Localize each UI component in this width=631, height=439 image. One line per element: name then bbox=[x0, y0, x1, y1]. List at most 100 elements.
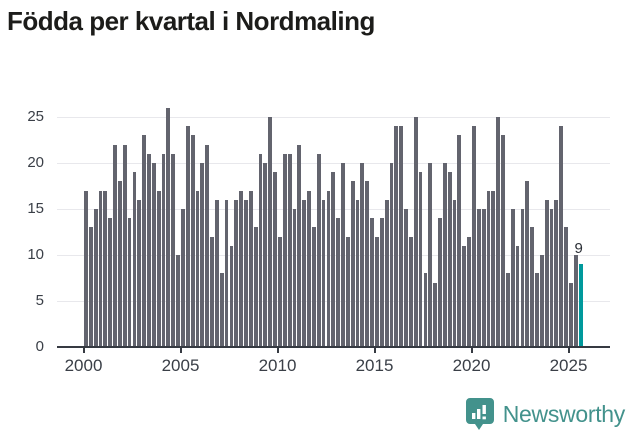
bar-2018-q4 bbox=[447, 172, 452, 347]
bar-2015-q1 bbox=[375, 236, 379, 347]
gridline-25 bbox=[57, 117, 610, 118]
bar-2019-q3 bbox=[462, 245, 467, 347]
y-axis-tick-label: 10 bbox=[27, 246, 44, 263]
bar-2010-q2 bbox=[282, 153, 287, 347]
x-axis-tick bbox=[179, 347, 182, 353]
bar-2019-q2 bbox=[457, 135, 462, 347]
bar-2000-q1 bbox=[84, 190, 88, 347]
bar-2002-q2 bbox=[127, 218, 132, 347]
bar-2009-q1 bbox=[258, 153, 263, 347]
bar-2020-q1 bbox=[472, 126, 476, 347]
x-axis-tick-label: 2015 bbox=[355, 356, 394, 375]
bar-2018-q3 bbox=[442, 163, 447, 347]
bar-2002-q4 bbox=[137, 199, 142, 347]
bar-2001-q3 bbox=[113, 144, 117, 347]
bar-2014-q4 bbox=[370, 218, 374, 347]
x-axis-tick bbox=[276, 347, 279, 353]
bar-2003-q2 bbox=[147, 153, 151, 347]
bar-2005-q1 bbox=[181, 209, 185, 347]
bar-2018-q2 bbox=[438, 218, 442, 347]
bar-2023-q3 bbox=[539, 255, 544, 347]
x-axis-line bbox=[57, 346, 610, 348]
bar-2020-q3 bbox=[481, 209, 486, 347]
bar-2017-q2 bbox=[418, 172, 423, 347]
x-axis-tick bbox=[373, 347, 376, 353]
y-axis-tick-label: 20 bbox=[27, 154, 44, 171]
bar-2009-q3 bbox=[268, 117, 273, 347]
bar-2005-q3 bbox=[190, 135, 195, 347]
bar-2013-q4 bbox=[350, 181, 355, 347]
bar-2008-q2 bbox=[244, 199, 248, 347]
newsworthy-logo-icon bbox=[465, 397, 495, 431]
bar-2004-q3 bbox=[171, 153, 176, 347]
x-axis-tick-label: 2020 bbox=[452, 356, 491, 375]
y-axis-tick-label: 25 bbox=[27, 108, 44, 125]
bar-2012-q2 bbox=[321, 199, 326, 347]
bar-2022-q1 bbox=[510, 209, 515, 347]
bar-2004-q2 bbox=[166, 107, 171, 347]
bar-2005-q2 bbox=[185, 126, 190, 347]
page-title: Födda per kvartal i Nordmaling bbox=[7, 6, 375, 36]
bar-2024-q2 bbox=[554, 199, 559, 347]
bar-2020-q4 bbox=[486, 190, 491, 347]
chart-plot-area bbox=[0, 90, 631, 347]
bar-2011-q3 bbox=[307, 190, 311, 347]
x-axis-tick-label: 2000 bbox=[64, 356, 103, 375]
y-axis-tick-label: 0 bbox=[35, 338, 44, 355]
bar-2003-q3 bbox=[151, 163, 156, 347]
bar-2006-q2 bbox=[205, 144, 210, 347]
bar-2010-q3 bbox=[287, 153, 292, 347]
bar-2018-q1 bbox=[433, 282, 438, 347]
bar-2024-q1 bbox=[549, 209, 554, 347]
bar-2012-q4 bbox=[331, 172, 336, 347]
bar-2025-q2 bbox=[573, 255, 578, 347]
bar-2016-q4 bbox=[408, 236, 413, 347]
bar-2008-q4 bbox=[253, 227, 258, 347]
bar-2000-q3 bbox=[93, 209, 98, 347]
bar-2020-q2 bbox=[476, 209, 481, 347]
bar-2007-q4 bbox=[234, 199, 239, 347]
bar-2015-q2 bbox=[379, 218, 384, 347]
bar-2000-q4 bbox=[98, 190, 103, 347]
bar-2022-q3 bbox=[520, 209, 525, 347]
bar-2025-q1 bbox=[569, 282, 573, 347]
bar-2021-q1 bbox=[491, 190, 496, 347]
x-axis-tick bbox=[567, 347, 570, 353]
bar-2024-q3 bbox=[559, 126, 564, 347]
y-axis-tick-label: 15 bbox=[27, 200, 44, 217]
bar-2000-q2 bbox=[88, 227, 93, 347]
x-axis-tick-label: 2005 bbox=[161, 356, 200, 375]
bar-2021-q4 bbox=[505, 273, 510, 347]
brand-footer[interactable]: Newsworthy bbox=[465, 397, 625, 431]
bar-2019-q4 bbox=[467, 236, 471, 347]
bar-2005-q4 bbox=[195, 190, 200, 347]
bar-2002-q3 bbox=[132, 172, 137, 347]
bar-2001-q1 bbox=[103, 190, 108, 347]
bar-2010-q4 bbox=[292, 209, 297, 347]
bar-2024-q4 bbox=[564, 227, 568, 347]
bar-2012-q3 bbox=[326, 190, 331, 347]
bar-2007-q1 bbox=[219, 273, 224, 347]
bar-2017-q3 bbox=[423, 273, 428, 347]
bar-2010-q1 bbox=[278, 236, 282, 347]
bar-2022-q4 bbox=[525, 181, 530, 347]
bar-2011-q2 bbox=[302, 199, 307, 347]
bar-2011-q4 bbox=[311, 227, 316, 347]
bar-2001-q2 bbox=[108, 218, 113, 347]
x-axis-tick-label: 2025 bbox=[549, 356, 588, 375]
bar-2022-q2 bbox=[515, 245, 520, 347]
bar-2008-q1 bbox=[239, 190, 244, 347]
newsworthy-logo-text[interactable]: Newsworthy bbox=[502, 400, 626, 427]
x-axis-tick-label: 2010 bbox=[258, 356, 297, 375]
bar-2014-q3 bbox=[365, 181, 370, 347]
bar-2012-q1 bbox=[316, 153, 321, 347]
bar-2008-q3 bbox=[248, 190, 253, 347]
bar-2017-q1 bbox=[413, 117, 418, 347]
bar-2015-q4 bbox=[389, 163, 394, 347]
bar-2007-q3 bbox=[229, 245, 234, 347]
gridline-20 bbox=[57, 163, 610, 164]
bar-2021-q3 bbox=[501, 135, 505, 347]
bar-2023-q2 bbox=[535, 273, 539, 347]
bar-2007-q2 bbox=[224, 199, 229, 347]
bar-2011-q1 bbox=[297, 144, 302, 347]
